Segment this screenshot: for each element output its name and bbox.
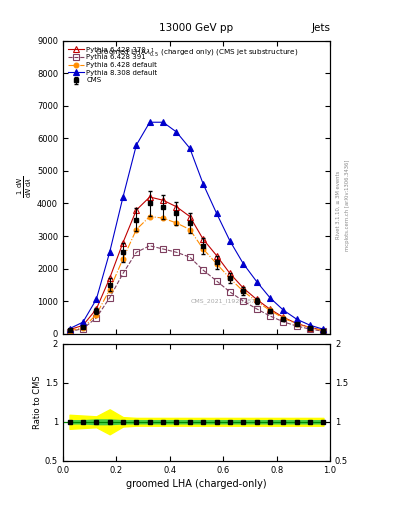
Text: Jets: Jets — [311, 23, 330, 33]
Pythia 6.428 391 — [174, 249, 179, 255]
Pythia 8.308 default — [294, 316, 299, 322]
Pythia 6.428 default — [254, 298, 259, 305]
Pythia 6.428 default — [308, 325, 312, 331]
Pythia 6.428 default — [214, 261, 219, 267]
Pythia 6.428 391 — [308, 326, 312, 332]
Pythia 8.308 default — [107, 249, 112, 255]
Pythia 8.308 default — [214, 210, 219, 217]
Pythia 6.428 370 — [254, 296, 259, 303]
Pythia 8.308 default — [161, 119, 165, 125]
Line: Pythia 6.428 default: Pythia 6.428 default — [67, 214, 326, 333]
Pythia 8.308 default — [147, 119, 152, 125]
Pythia 6.428 391 — [228, 289, 232, 295]
Pythia 8.308 default — [134, 142, 139, 148]
Text: CMS_2021_I1920187: CMS_2021_I1920187 — [191, 298, 256, 304]
Pythia 6.428 391 — [214, 278, 219, 284]
Pythia 6.428 391 — [107, 295, 112, 301]
Pythia 6.428 391 — [268, 313, 272, 319]
Pythia 6.428 391 — [121, 270, 125, 276]
Pythia 6.428 default — [187, 226, 192, 232]
Pythia 6.428 391 — [187, 254, 192, 260]
Pythia 6.428 default — [81, 325, 85, 331]
Pythia 6.428 370 — [107, 275, 112, 281]
Pythia 6.428 391 — [147, 243, 152, 249]
Pythia 6.428 default — [281, 315, 286, 321]
Pythia 6.428 370 — [308, 325, 312, 331]
Pythia 6.428 370 — [81, 323, 85, 329]
Pythia 8.308 default — [254, 279, 259, 285]
Pythia 8.308 default — [81, 319, 85, 325]
Pythia 6.428 370 — [94, 306, 99, 312]
Pythia 6.428 default — [294, 321, 299, 327]
Pythia 6.428 391 — [201, 267, 206, 273]
Text: Rivet 3.1.10, ≥ 3M events: Rivet 3.1.10, ≥ 3M events — [336, 170, 341, 239]
Pythia 6.428 default — [121, 255, 125, 262]
Pythia 6.428 default — [268, 307, 272, 313]
Pythia 8.308 default — [281, 307, 286, 313]
Pythia 6.428 370 — [147, 194, 152, 200]
Pythia 6.428 default — [134, 226, 139, 232]
Pythia 6.428 370 — [294, 321, 299, 327]
Pythia 8.308 default — [321, 326, 326, 332]
Pythia 8.308 default — [121, 194, 125, 200]
Pythia 6.428 391 — [94, 315, 99, 321]
Line: Pythia 6.428 370: Pythia 6.428 370 — [67, 194, 326, 333]
Pythia 8.308 default — [174, 129, 179, 135]
Pythia 6.428 391 — [281, 319, 286, 325]
Pythia 6.428 default — [321, 328, 326, 334]
Pythia 8.308 default — [94, 296, 99, 303]
Y-axis label: $\frac{1}{\mathrm{d}N}\frac{\mathrm{d}N}{\mathrm{d}\lambda}$: $\frac{1}{\mathrm{d}N}\frac{\mathrm{d}N}… — [16, 176, 34, 198]
Line: Pythia 8.308 default: Pythia 8.308 default — [67, 119, 326, 332]
X-axis label: groomed LHA (charged-only): groomed LHA (charged-only) — [126, 479, 267, 489]
Pythia 8.308 default — [308, 322, 312, 328]
Pythia 6.428 default — [241, 288, 246, 294]
Pythia 8.308 default — [268, 295, 272, 301]
Pythia 6.428 370 — [241, 285, 246, 291]
Pythia 6.428 391 — [134, 249, 139, 255]
Pythia 6.428 default — [161, 215, 165, 221]
Pythia 6.428 370 — [134, 207, 139, 213]
Pythia 6.428 default — [67, 328, 72, 334]
Pythia 6.428 default — [94, 312, 99, 318]
Pythia 6.428 370 — [321, 327, 326, 333]
Pythia 8.308 default — [67, 326, 72, 332]
Pythia 6.428 370 — [67, 327, 72, 333]
Pythia 6.428 391 — [294, 323, 299, 329]
Pythia 6.428 default — [107, 287, 112, 293]
Text: Groomed LHA$\lambda^1_{0.5}$ (charged only) (CMS jet substructure): Groomed LHA$\lambda^1_{0.5}$ (charged on… — [95, 47, 298, 60]
Pythia 6.428 370 — [228, 270, 232, 276]
Pythia 6.428 370 — [201, 236, 206, 242]
Pythia 6.428 370 — [161, 197, 165, 203]
Y-axis label: Ratio to CMS: Ratio to CMS — [33, 375, 42, 429]
Pythia 6.428 default — [201, 246, 206, 252]
Pythia 6.428 default — [174, 220, 179, 226]
Pythia 6.428 391 — [67, 329, 72, 335]
Pythia 8.308 default — [187, 145, 192, 152]
Pythia 6.428 370 — [174, 204, 179, 210]
Pythia 8.308 default — [201, 181, 206, 187]
Pythia 6.428 391 — [81, 326, 85, 332]
Pythia 6.428 default — [147, 214, 152, 220]
Pythia 6.428 370 — [281, 314, 286, 321]
Pythia 6.428 391 — [241, 298, 246, 304]
Pythia 6.428 391 — [161, 246, 165, 252]
Line: Pythia 6.428 391: Pythia 6.428 391 — [67, 243, 326, 334]
Pythia 6.428 391 — [254, 306, 259, 312]
Pythia 6.428 370 — [187, 214, 192, 220]
Pythia 6.428 370 — [121, 240, 125, 246]
Text: mcplots.cern.ch [arXiv:1306.3436]: mcplots.cern.ch [arXiv:1306.3436] — [345, 159, 350, 250]
Text: 13000 GeV pp: 13000 GeV pp — [160, 23, 233, 33]
Legend: Pythia 6.428 370, Pythia 6.428 391, Pythia 6.428 default, Pythia 8.308 default, : Pythia 6.428 370, Pythia 6.428 391, Pyth… — [66, 45, 160, 86]
Pythia 8.308 default — [228, 238, 232, 244]
Pythia 6.428 370 — [214, 252, 219, 259]
Pythia 8.308 default — [241, 261, 246, 267]
Pythia 6.428 default — [228, 275, 232, 281]
Pythia 6.428 391 — [321, 328, 326, 334]
Pythia 6.428 370 — [268, 306, 272, 312]
